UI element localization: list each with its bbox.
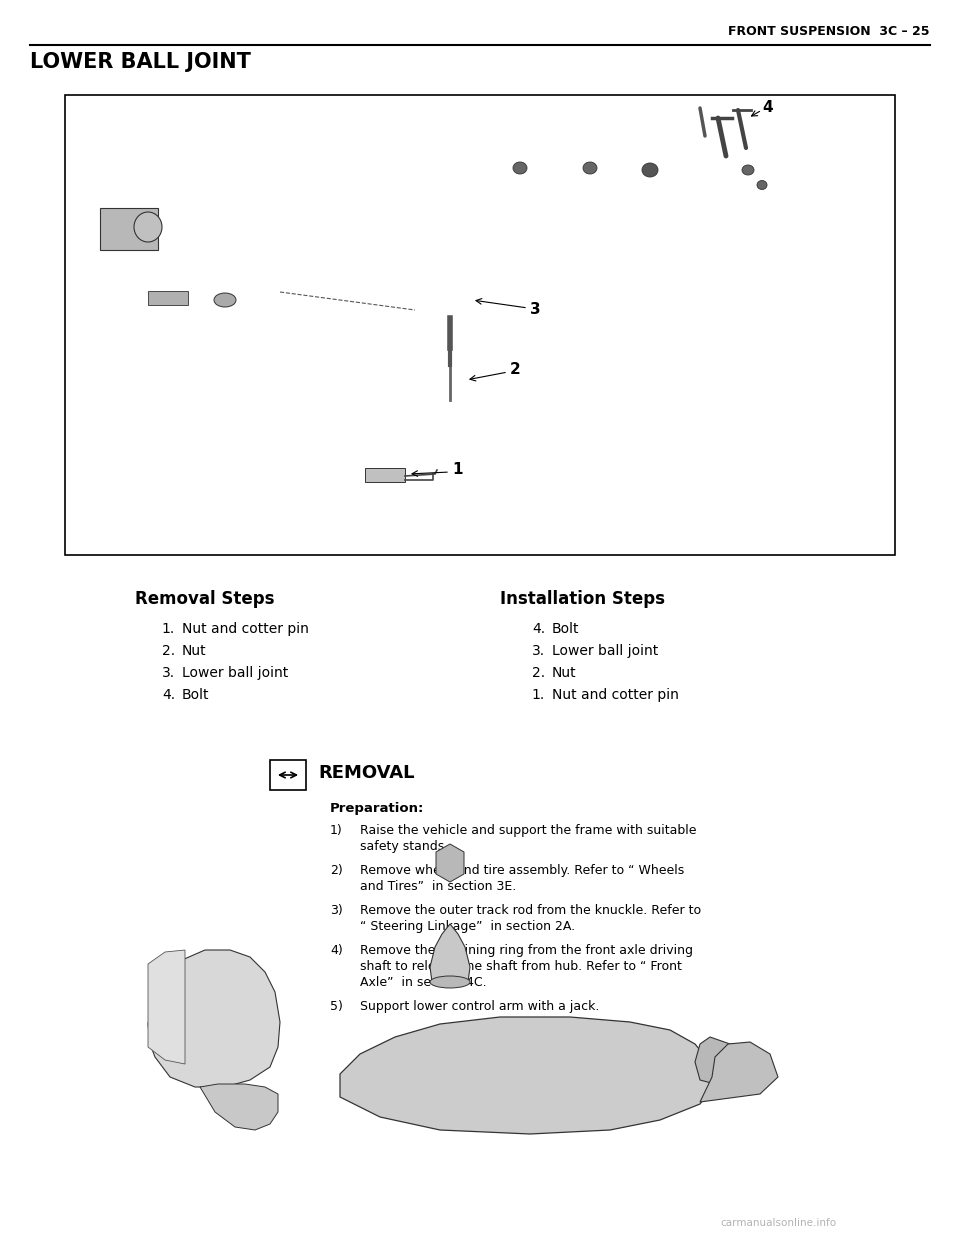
Text: 2.: 2. [532,666,545,681]
Text: carmanualsonline.info: carmanualsonline.info [720,1218,836,1228]
Text: Bolt: Bolt [552,622,580,636]
Text: shaft to release the shaft from hub. Refer to “ Front: shaft to release the shaft from hub. Ref… [360,960,682,972]
Bar [65,94,895,555]
Text: 1.: 1. [161,622,175,636]
Text: 3): 3) [330,904,343,917]
Text: FRONT SUSPENSION  3C – 25: FRONT SUSPENSION 3C – 25 [729,25,930,39]
Text: Nut and cotter pin: Nut and cotter pin [182,622,309,636]
Text: 4.: 4. [162,688,175,702]
Text: 1): 1) [330,823,343,837]
Text: Axle”  in section 4C.: Axle” in section 4C. [360,976,487,989]
Text: 1.: 1. [532,688,545,702]
Text: 4.: 4. [532,622,545,636]
Polygon shape [700,1042,778,1102]
Text: 2: 2 [510,363,520,378]
Bar [365,468,405,482]
Text: 2): 2) [330,864,343,877]
Text: Bolt: Bolt [182,688,209,702]
Text: Installation Steps: Installation Steps [500,590,665,609]
Text: Remove the outer track rod from the knuckle. Refer to: Remove the outer track rod from the knuc… [360,904,701,917]
Text: LOWER BALL JOINT: LOWER BALL JOINT [30,52,251,72]
Text: Lower ball joint: Lower ball joint [552,645,659,658]
Polygon shape [430,924,470,982]
Bar [148,291,188,306]
Text: Nut: Nut [552,666,577,681]
Ellipse shape [583,161,597,174]
Ellipse shape [513,161,527,174]
Text: 5): 5) [330,1000,343,1013]
Ellipse shape [430,976,470,987]
Ellipse shape [742,165,754,175]
Text: Remove the retaining ring from the front axle driving: Remove the retaining ring from the front… [360,944,693,958]
Text: 4: 4 [762,101,773,116]
Polygon shape [436,845,464,882]
Text: Nut: Nut [182,645,206,658]
Bar [100,207,158,250]
Text: Raise the vehicle and support the frame with suitable: Raise the vehicle and support the frame … [360,823,697,837]
Text: “ Steering Linkage”  in section 2A.: “ Steering Linkage” in section 2A. [360,920,575,933]
Polygon shape [340,1017,715,1134]
Text: safety stands.: safety stands. [360,840,448,853]
Text: 2.: 2. [162,645,175,658]
Bar [270,760,306,790]
Text: Remove wheel and tire assembly. Refer to “ Wheels: Remove wheel and tire assembly. Refer to… [360,864,684,877]
Text: 3: 3 [530,303,540,318]
Polygon shape [695,1037,738,1084]
Text: 1: 1 [452,462,463,477]
Text: 4): 4) [330,944,343,958]
Text: and Tires”  in section 3E.: and Tires” in section 3E. [360,881,516,893]
Text: REMOVAL: REMOVAL [318,764,415,782]
Text: 3.: 3. [162,666,175,681]
Ellipse shape [757,180,767,190]
Ellipse shape [214,293,236,307]
Polygon shape [148,950,185,1064]
Text: Removal Steps: Removal Steps [135,590,275,609]
Polygon shape [148,950,280,1087]
Text: Nut and cotter pin: Nut and cotter pin [552,688,679,702]
Ellipse shape [642,163,658,178]
Ellipse shape [134,212,162,242]
Text: Lower ball joint: Lower ball joint [182,666,288,681]
Text: Preparation:: Preparation: [330,802,424,815]
Polygon shape [200,1084,278,1130]
Text: 3.: 3. [532,645,545,658]
Text: Support lower control arm with a jack.: Support lower control arm with a jack. [360,1000,599,1013]
